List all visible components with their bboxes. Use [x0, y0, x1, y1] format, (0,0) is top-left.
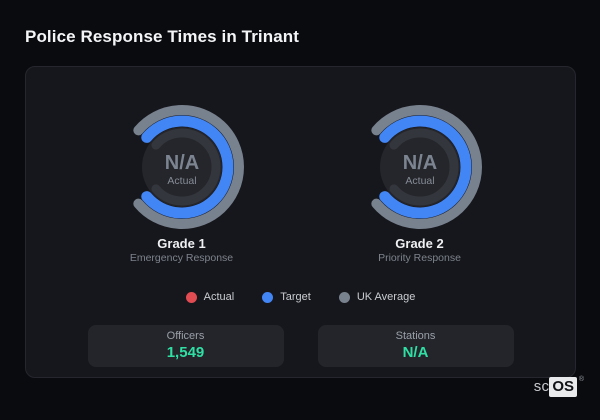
gauge-grade-2: N/A Actual Grade 2 Priority Response — [301, 92, 539, 265]
legend-item-target[interactable]: Target — [262, 291, 311, 303]
gauge-center-disc — [379, 127, 460, 207]
legend-item-uk-average[interactable]: UK Average — [338, 291, 416, 303]
scos-logo: sc OS ® — [533, 376, 584, 397]
stat-card-officers: Officers 1,549 — [87, 325, 284, 367]
legend-dot-target-icon — [262, 291, 274, 303]
legend-dot-uk-average-icon — [338, 291, 350, 303]
page-title: Police Response Times in Trinant — [25, 27, 300, 46]
scos-logo-prefix: sc — [533, 378, 550, 395]
chart-legend: Actual Target UK Average — [26, 291, 575, 303]
scos-logo-box: OS ® — [549, 376, 584, 397]
gauge-title: Grade 2 — [395, 236, 444, 251]
stat-label: Stations — [395, 330, 436, 342]
legend-dot-actual-icon — [185, 291, 197, 303]
scos-logo-suffix: OS — [552, 378, 574, 395]
gauge-value: N/A — [164, 152, 198, 174]
gauge-value: N/A — [402, 152, 436, 174]
gauge-value-label: Actual — [167, 175, 196, 187]
uk-average-ring — [132, 105, 244, 229]
uk-average-ring — [370, 105, 482, 229]
stat-label: Officers — [166, 330, 205, 342]
actual-ring-track — [388, 128, 458, 206]
gauge-center-disc — [141, 127, 222, 207]
target-ring — [140, 115, 233, 219]
response-times-card: N/A Actual Grade 1 Emergency Response N/… — [25, 66, 576, 378]
legend-label: UK Average — [356, 291, 416, 303]
actual-ring-track — [150, 128, 220, 206]
legend-label: Target — [280, 291, 311, 303]
legend-label: Actual — [203, 291, 235, 303]
gauge-subtitle: Priority Response — [378, 252, 461, 264]
stat-value: 1,549 — [166, 344, 205, 361]
gauges-row: N/A Actual Grade 1 Emergency Response N/… — [26, 67, 575, 265]
gauge-value-label: Actual — [405, 175, 434, 187]
gauge-chart-grade-1-icon: N/A Actual — [132, 105, 244, 229]
legend-item-actual[interactable]: Actual — [185, 291, 235, 303]
gauge-grade-1: N/A Actual Grade 1 Emergency Response — [63, 92, 301, 265]
stats-row: Officers 1,549 Stations N/A — [26, 325, 575, 367]
gauge-subtitle: Emergency Response — [129, 252, 234, 264]
registered-trademark-icon: ® — [578, 376, 584, 383]
target-ring — [378, 115, 471, 219]
stat-value: N/A — [402, 344, 429, 361]
stat-card-stations: Stations N/A — [317, 325, 514, 367]
gauge-chart-grade-2-icon: N/A Actual — [370, 105, 482, 229]
gauge-title: Grade 1 — [157, 236, 206, 251]
